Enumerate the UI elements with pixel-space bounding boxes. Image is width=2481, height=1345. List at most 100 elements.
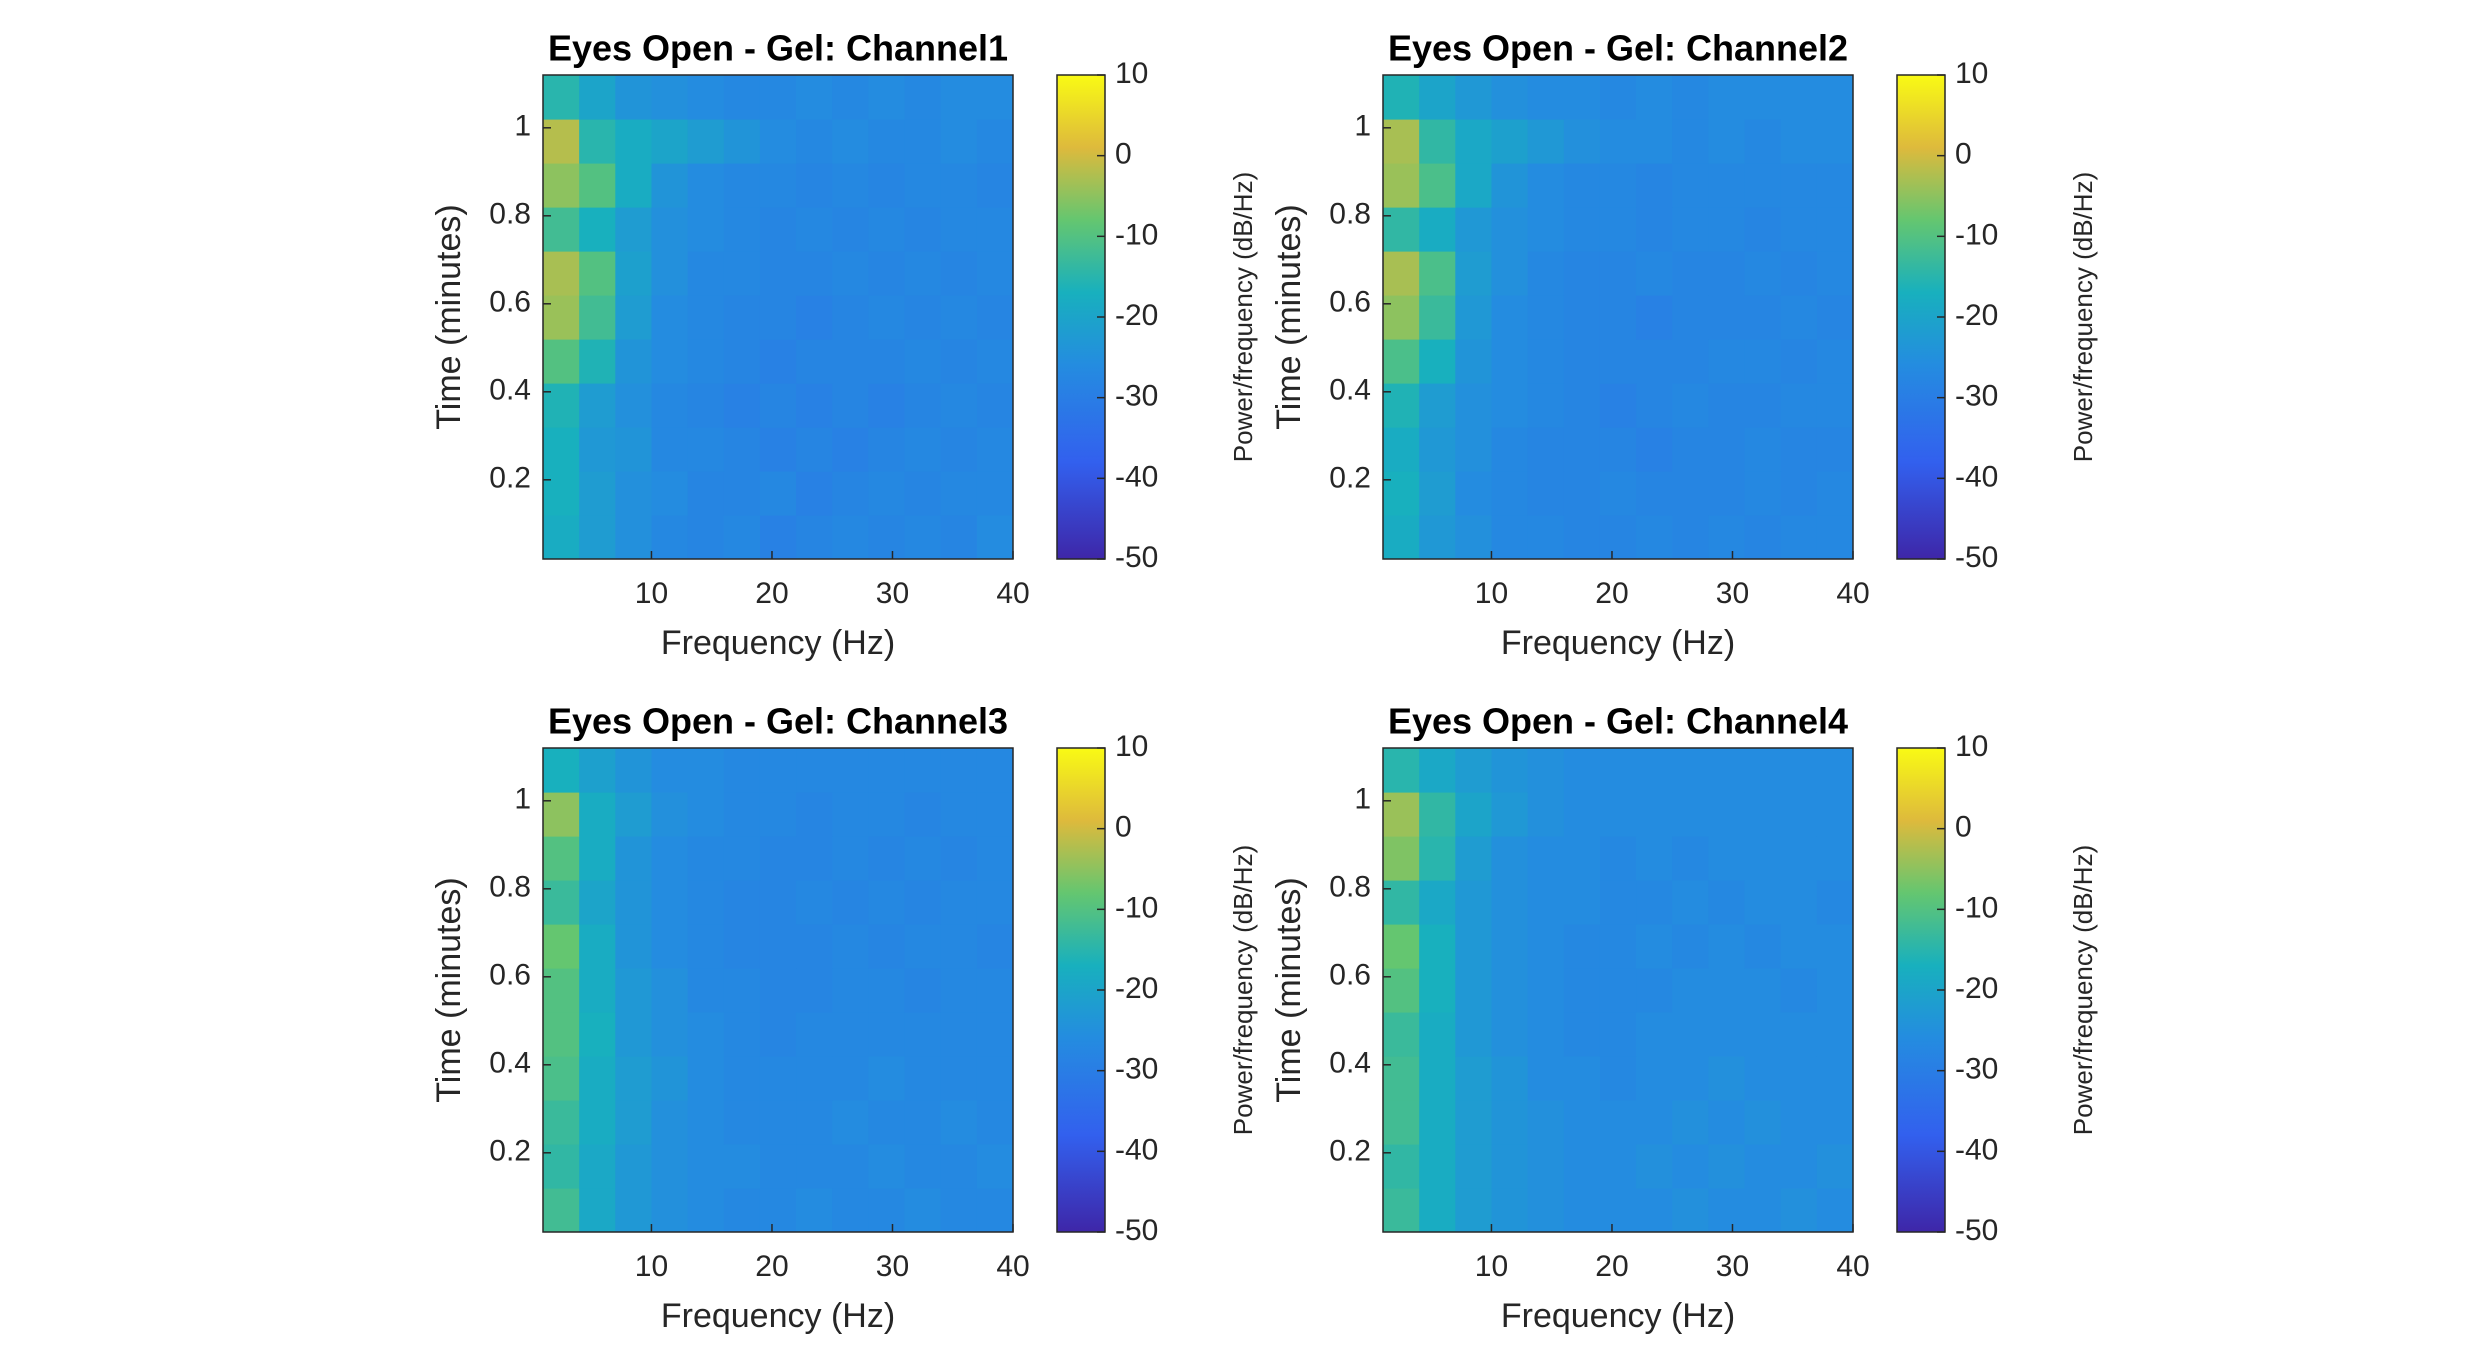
heat-cell — [832, 1056, 869, 1101]
heat-cell — [687, 471, 725, 516]
heat-cell — [651, 792, 689, 837]
heat-cell — [1636, 207, 1673, 252]
heat-cell — [832, 207, 869, 252]
heat-cell — [1744, 836, 1782, 881]
heat-cell — [615, 1012, 653, 1057]
x-tick-label: 40 — [1836, 1250, 1869, 1283]
heat-cell — [1816, 295, 1853, 340]
colorbar-tick-label: -50 — [1115, 541, 1158, 574]
heat-cell — [1419, 163, 1456, 208]
heat-cell — [1708, 471, 1746, 516]
heat-cell — [579, 1012, 616, 1057]
heat-cell — [904, 383, 942, 428]
colorbar-tick-label: -30 — [1115, 1053, 1158, 1086]
heat-cell — [1816, 427, 1853, 472]
heat-cell — [1563, 748, 1601, 793]
heat-cell — [543, 1144, 580, 1189]
heat-cell — [651, 295, 689, 340]
heat-cell — [1636, 880, 1673, 925]
heat-cell — [579, 427, 616, 472]
colorbar-tick-label: -20 — [1115, 299, 1158, 332]
colorbar-label: Power/frequency (dB/Hz) — [2068, 172, 2098, 462]
heat-cell — [579, 295, 616, 340]
heat-cell — [1672, 75, 1709, 120]
heat-cell — [723, 207, 761, 252]
heat-cell — [976, 119, 1013, 164]
heat-cell — [543, 1100, 580, 1145]
heat-cell — [1672, 1188, 1709, 1232]
y-tick-label: 0.6 — [1329, 959, 1371, 992]
heat-cell — [723, 924, 761, 969]
y-tick-label: 0.4 — [1329, 374, 1371, 407]
heat-cell — [1527, 1188, 1565, 1232]
heat-cell — [940, 1144, 978, 1189]
colorbar-tick-label: 10 — [1115, 57, 1148, 90]
heat-cell — [543, 1056, 580, 1101]
heat-cell — [976, 515, 1013, 559]
heat-cell — [1563, 1188, 1601, 1232]
heat-cell — [1672, 924, 1709, 969]
heat-cell — [651, 515, 689, 559]
heat-cell — [940, 792, 978, 837]
heat-cell — [868, 295, 906, 340]
heat-cell — [651, 339, 689, 384]
heat-cell — [759, 515, 797, 559]
heat-cell — [1636, 251, 1673, 296]
heat-cell — [1455, 119, 1493, 164]
heat-cell — [1491, 748, 1529, 793]
heat-cell — [1744, 515, 1782, 559]
heat-cell — [832, 1012, 869, 1057]
heat-cell — [1780, 251, 1818, 296]
heat-cell — [687, 251, 725, 296]
heat-cell — [1383, 339, 1420, 384]
heat-cell — [1455, 427, 1493, 472]
heat-cell — [940, 163, 978, 208]
axes-box — [1382, 747, 1854, 1233]
heat-cell — [543, 427, 580, 472]
y-tick-label: 0.8 — [1329, 198, 1371, 231]
heat-cell — [1491, 792, 1529, 837]
y-tick-label: 1 — [514, 110, 531, 143]
heat-cell — [832, 295, 869, 340]
heat-cell — [1527, 383, 1565, 428]
heat-cell — [651, 836, 689, 881]
heat-cell — [687, 1100, 725, 1145]
heat-cell — [904, 339, 942, 384]
heat-cell — [723, 383, 761, 428]
heat-cell — [543, 471, 580, 516]
heat-cell — [1419, 251, 1456, 296]
heat-cell — [868, 1144, 906, 1189]
heat-cell — [1419, 1144, 1456, 1189]
heat-cell — [1563, 836, 1601, 881]
heat-cell — [976, 792, 1013, 837]
heat-cell — [579, 1100, 616, 1145]
heat-cell — [832, 515, 869, 559]
heat-cell — [543, 748, 580, 793]
heat-cell — [976, 1100, 1013, 1145]
heat-cell — [1744, 339, 1782, 384]
heat-cell — [832, 471, 869, 516]
heat-cell — [615, 792, 653, 837]
colorbar-tick-label: -20 — [1955, 972, 1998, 1005]
heat-cell — [1780, 748, 1818, 793]
heat-cell — [1455, 836, 1493, 881]
heat-cell — [1816, 1012, 1853, 1057]
heat-cell — [940, 1188, 978, 1232]
y-tick-label: 1 — [514, 783, 531, 816]
heat-cell — [1816, 1056, 1853, 1101]
heat-cell — [976, 924, 1013, 969]
heat-cell — [1455, 1188, 1493, 1232]
heat-cell — [1636, 427, 1673, 472]
heat-cell — [1563, 471, 1601, 516]
heat-cell — [1636, 748, 1673, 793]
heat-cell — [651, 1056, 689, 1101]
heat-cell — [1491, 1056, 1529, 1101]
heat-cell — [1744, 1100, 1782, 1145]
heat-cell — [1599, 968, 1637, 1013]
heat-cell — [1419, 880, 1456, 925]
heat-cell — [796, 339, 833, 384]
heat-cell — [1599, 75, 1637, 120]
heat-cell — [1599, 427, 1637, 472]
heat-cell — [1563, 207, 1601, 252]
heat-cell — [1527, 748, 1565, 793]
